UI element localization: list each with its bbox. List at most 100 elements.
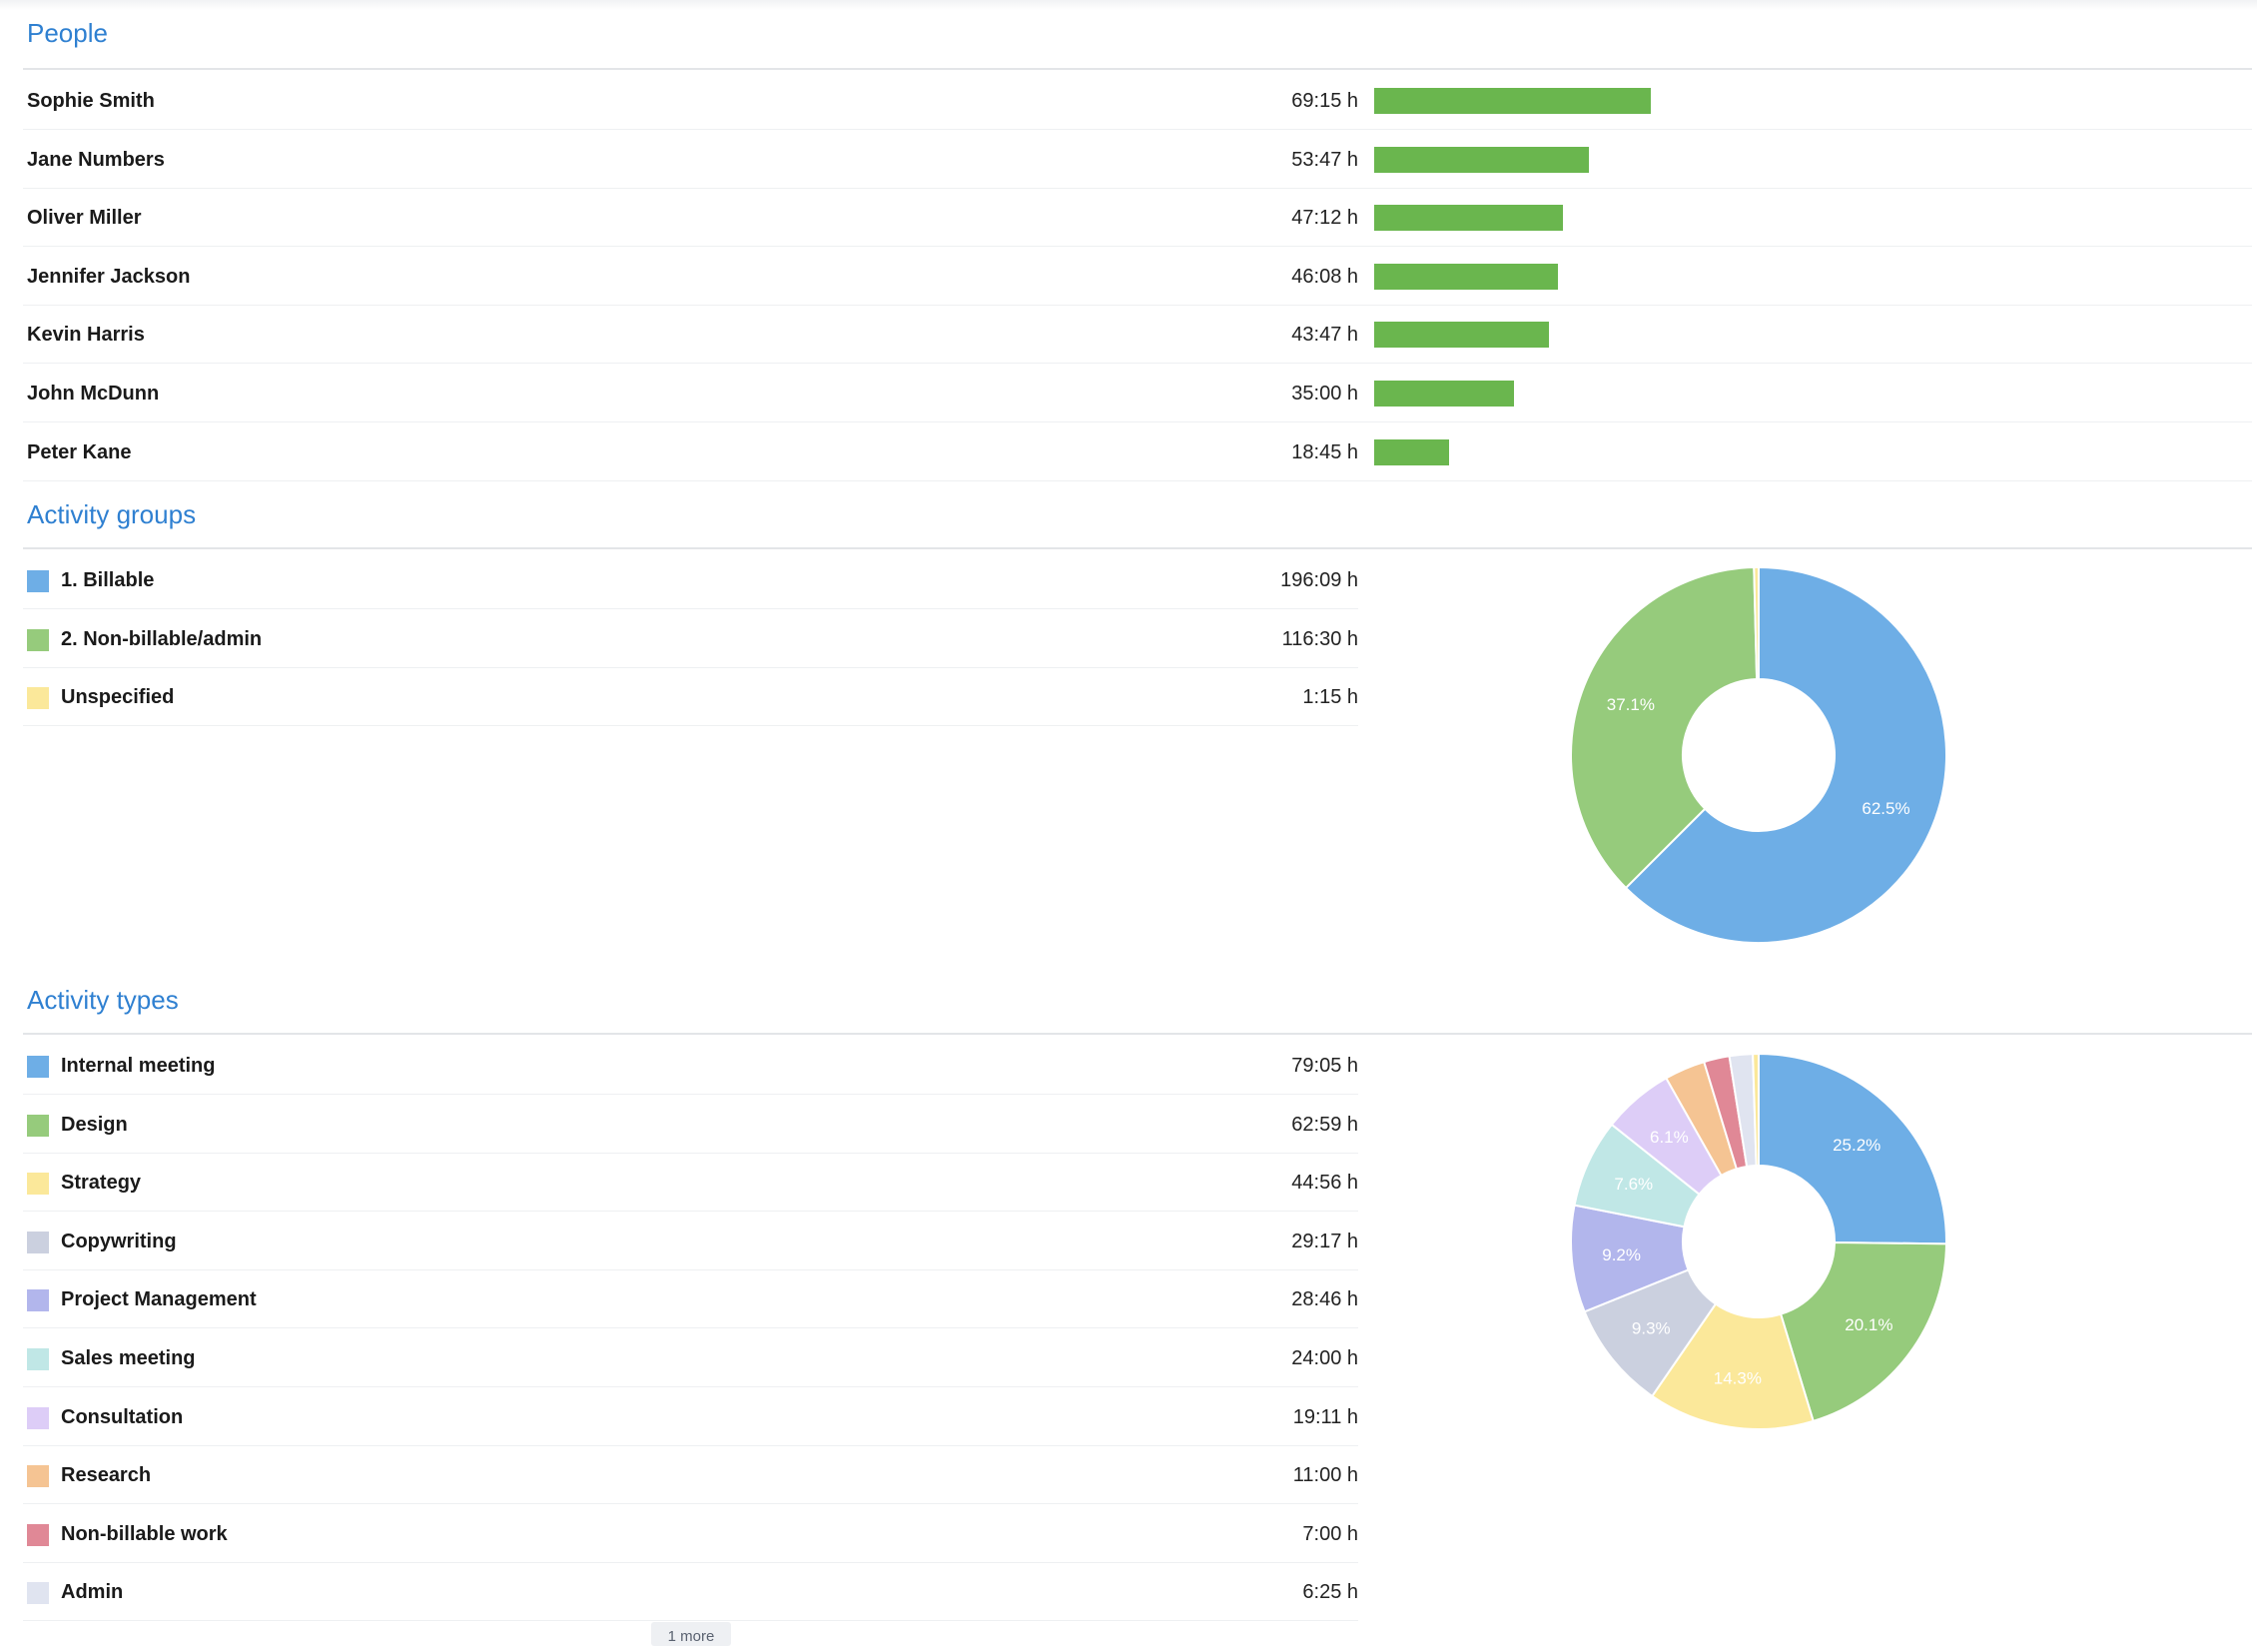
legend-hours: 19:11 h — [1292, 1405, 1358, 1428]
donut-slice[interactable] — [1570, 566, 1759, 890]
show-more-button[interactable]: 1 more — [651, 1622, 731, 1646]
activity-type-row[interactable]: Strategy 44:56 h — [23, 1154, 1358, 1213]
hours-bar — [1374, 88, 1651, 114]
legend-label: 2. Non-billable/admin — [61, 627, 263, 650]
activity-type-row[interactable]: Non-billable work 7:00 h — [23, 1505, 1358, 1563]
legend-label: Internal meeting — [61, 1055, 216, 1077]
person-name: Oliver Miller — [27, 207, 142, 230]
activity-group-row[interactable]: Unspecified 1:15 h — [23, 668, 1358, 727]
donut-slice-label: 37.1% — [1607, 695, 1655, 714]
legend-hours: 6:25 h — [1302, 1581, 1358, 1604]
hours-bar-track — [1374, 263, 2243, 290]
legend-hours: 28:46 h — [1291, 1288, 1358, 1311]
activity-type-row[interactable]: Design 62:59 h — [23, 1096, 1358, 1154]
legend-label: Sales meeting — [61, 1347, 196, 1369]
activity-type-row[interactable]: Admin 6:25 h — [23, 1563, 1358, 1622]
hours-bar-track — [1374, 88, 2243, 114]
people-title: People — [27, 18, 108, 48]
hours-bar-track — [1374, 438, 2243, 465]
legend-label: Unspecified — [61, 686, 175, 709]
person-name: John McDunn — [27, 383, 160, 405]
legend-hours: 196:09 h — [1280, 569, 1358, 591]
legend-swatch — [27, 1523, 49, 1546]
legend-swatch — [27, 1114, 49, 1137]
donut-slice[interactable] — [1624, 565, 1947, 944]
activity-type-row[interactable]: Project Management 28:46 h — [23, 1270, 1358, 1329]
activity-groups-divider — [23, 547, 2252, 549]
person-name: Kevin Harris — [27, 324, 145, 347]
person-hours: 18:45 h — [1291, 440, 1358, 463]
activity-group-row[interactable]: 2. Non-billable/admin 116:30 h — [23, 610, 1358, 668]
activity-types-divider — [23, 1033, 2252, 1035]
legend-swatch — [27, 1173, 49, 1196]
person-row[interactable]: Jane Numbers 53:47 h — [23, 131, 2252, 189]
hours-bar — [1374, 263, 1559, 290]
activity-type-row[interactable]: Research 11:00 h — [23, 1446, 1358, 1505]
donut-slice-label: 14.3% — [1714, 1368, 1762, 1387]
legend-swatch — [27, 1348, 49, 1370]
legend-hours: 79:05 h — [1291, 1055, 1358, 1077]
person-row[interactable]: John McDunn 35:00 h — [23, 365, 2252, 422]
activity-type-row[interactable]: Internal meeting 79:05 h — [23, 1037, 1358, 1095]
hours-bar — [1374, 381, 1514, 407]
activity-type-row[interactable]: Consultation 19:11 h — [23, 1388, 1358, 1446]
person-hours: 53:47 h — [1291, 148, 1358, 171]
donut-slice-label: 6.1% — [1650, 1128, 1689, 1147]
person-name: Peter Kane — [27, 440, 132, 463]
legend-label: Design — [61, 1113, 128, 1136]
legend-swatch — [27, 1465, 49, 1488]
donut-slice[interactable] — [1779, 1240, 1947, 1423]
person-row[interactable]: Sophie Smith 69:15 h — [23, 72, 2252, 130]
legend-hours: 116:30 h — [1281, 627, 1358, 650]
donut-slice-label: 20.1% — [1845, 1315, 1892, 1334]
legend-label: Non-billable work — [61, 1522, 228, 1545]
person-name: Jane Numbers — [27, 148, 165, 171]
activity-types-donut-chart: 25.2% 20.1% 14.3% 9.3% 9.2% 7.6% 6.1% — [1570, 1052, 1947, 1430]
activity-types-title: Activity types — [27, 985, 179, 1015]
donut-slice-label: 25.2% — [1833, 1136, 1881, 1155]
legend-hours: 62:59 h — [1291, 1113, 1358, 1136]
activity-group-row[interactable]: 1. Billable 196:09 h — [23, 551, 1358, 609]
legend-swatch — [27, 1289, 49, 1312]
legend-swatch — [27, 570, 49, 592]
hours-bar — [1374, 146, 1590, 173]
legend-label: Research — [61, 1464, 152, 1487]
person-row[interactable]: Jennifer Jackson 46:08 h — [23, 248, 2252, 306]
person-hours: 35:00 h — [1291, 383, 1358, 405]
person-hours: 69:15 h — [1291, 90, 1358, 112]
activity-type-row[interactable]: Copywriting 29:17 h — [23, 1213, 1358, 1270]
legend-hours: 44:56 h — [1291, 1172, 1358, 1195]
person-hours: 47:12 h — [1291, 207, 1358, 230]
person-hours: 43:47 h — [1291, 324, 1358, 347]
people-divider — [23, 68, 2252, 70]
legend-swatch — [27, 1406, 49, 1429]
person-hours: 46:08 h — [1291, 265, 1358, 288]
donut-slice[interactable] — [1752, 1052, 1760, 1168]
donut-slice[interactable] — [1758, 1052, 1947, 1245]
legend-label: Admin — [61, 1581, 124, 1604]
legend-hours: 7:00 h — [1302, 1522, 1358, 1545]
person-row[interactable]: Peter Kane 18:45 h — [23, 423, 2252, 481]
legend-label: Strategy — [61, 1172, 142, 1195]
legend-swatch — [27, 687, 49, 710]
hours-bar-track — [1374, 381, 2243, 407]
person-name: Jennifer Jackson — [27, 265, 191, 288]
activity-type-row[interactable]: Sales meeting 24:00 h — [23, 1329, 1358, 1387]
donut-slice[interactable] — [1753, 565, 1760, 681]
donut-slice[interactable] — [1650, 1302, 1815, 1430]
legend-label: 1. Billable — [61, 569, 155, 591]
legend-hours: 11:00 h — [1292, 1464, 1358, 1487]
legend-swatch — [27, 628, 49, 651]
activity-groups-title: Activity groups — [27, 499, 197, 529]
hours-bar — [1374, 322, 1550, 349]
person-row[interactable]: Oliver Miller 47:12 h — [23, 189, 2252, 248]
donut-slice-label: 9.3% — [1632, 1318, 1671, 1337]
activity-groups-donut-chart: 62.5% 37.1% — [1570, 565, 1947, 944]
person-name: Sophie Smith — [27, 90, 155, 112]
legend-label: Project Management — [61, 1288, 257, 1311]
person-row[interactable]: Kevin Harris 43:47 h — [23, 306, 2252, 365]
legend-hours: 29:17 h — [1291, 1230, 1358, 1252]
donut-slice-label: 62.5% — [1862, 799, 1909, 818]
legend-hours: 1:15 h — [1302, 686, 1358, 709]
